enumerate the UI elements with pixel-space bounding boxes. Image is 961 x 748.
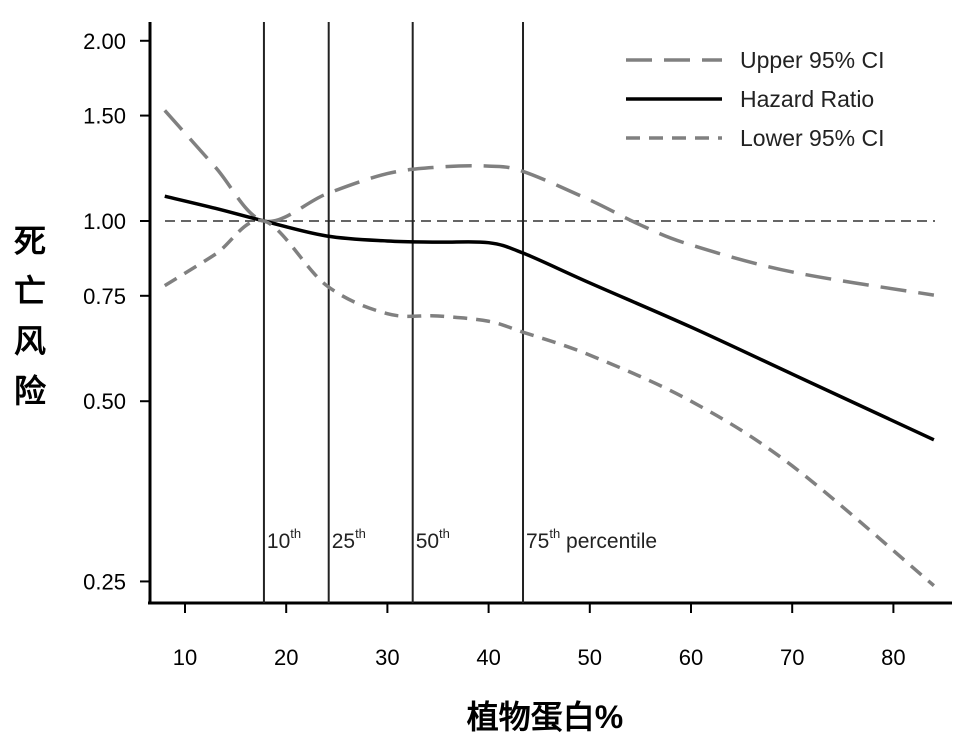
y-tick-label: 1.50 <box>83 104 126 129</box>
x-tick-label: 30 <box>375 645 399 670</box>
x-tick-label: 40 <box>476 645 500 670</box>
x-tick-label: 50 <box>578 645 602 670</box>
series-line-lower-95-ci <box>163 218 936 587</box>
y-tick-label: 0.75 <box>83 284 126 309</box>
y-tick-label: 0.25 <box>83 569 126 594</box>
y-tick-label: 0.50 <box>83 389 126 414</box>
x-axis-label: 植物蛋白% <box>467 699 623 735</box>
percentile-label: 10th <box>267 526 301 553</box>
x-tick-label: 70 <box>780 645 804 670</box>
legend-label: Upper 95% CI <box>740 47 884 73</box>
percentile-label: 75th percentile <box>526 526 657 553</box>
series-line-upper-95-ci <box>163 109 935 297</box>
x-tick-label: 60 <box>679 645 703 670</box>
y-axis-label: 死亡风险 <box>9 224 47 424</box>
plot-area: 0.25 0.50 0.75 1.00 1.50 2.00 10 20 30 40 50 60 70 80… <box>83 22 952 670</box>
y-tick-label: 2.00 <box>83 29 126 54</box>
percentile-label: 25th <box>332 526 366 553</box>
x-tick-label: 80 <box>881 645 905 670</box>
legend-label: Hazard Ratio <box>740 86 874 112</box>
x-tick-label: 20 <box>274 645 298 670</box>
y-tick-label: 1.00 <box>83 209 126 234</box>
x-tick-label: 10 <box>173 645 197 670</box>
legend-label: Lower 95% CI <box>740 125 884 151</box>
percentile-label: 50th <box>416 526 450 553</box>
